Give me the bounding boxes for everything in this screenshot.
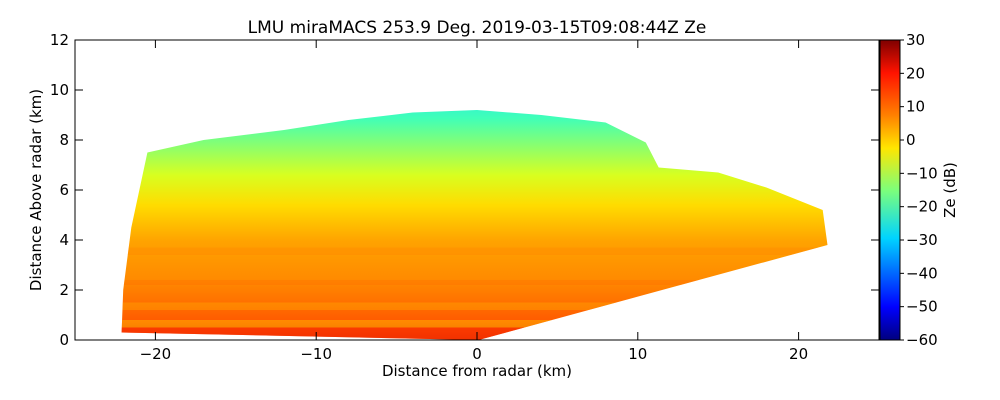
y-tick-label: 6 (59, 181, 69, 199)
y-axis: 0 2 4 6 8 10 12 (50, 31, 879, 349)
y-tick-label: 0 (59, 331, 69, 349)
x-tick-label: −10 (300, 345, 332, 363)
chart-title: LMU miraMACS 253.9 Deg. 2019-03-15T09:08… (248, 18, 707, 38)
x-tick-label: 20 (789, 345, 808, 363)
x-tick-label: 0 (472, 345, 482, 363)
colorbar-tick-label: 30 (906, 31, 925, 49)
colorbar-tick-label: −10 (906, 164, 938, 182)
echo-band (121, 302, 828, 310)
y-tick-label: 4 (59, 231, 69, 249)
y-tick-label: 12 (50, 31, 69, 49)
y-tick-label: 2 (59, 281, 69, 299)
colorbar-label: Ze (dB) (941, 162, 959, 218)
colorbar-ticks: 30 20 10 0 −10 −20 −30 −40 −50 −60 (900, 31, 938, 349)
colorbar-tick-label: 20 (906, 64, 925, 82)
colorbar-tick-label: −40 (906, 264, 938, 282)
colorbar-tick-label: −60 (906, 331, 938, 349)
colorbar (879, 39, 901, 341)
x-tick-label: 10 (628, 345, 647, 363)
x-axis-label: Distance from radar (km) (382, 362, 572, 380)
x-axis: −20 −10 0 10 20 (140, 40, 808, 363)
echo-band (121, 320, 828, 328)
y-axis-label: Distance Above radar (km) (27, 89, 45, 291)
colorbar-tick-label: −30 (906, 231, 938, 249)
x-tick-label: −20 (140, 345, 172, 363)
y-tick-label: 10 (50, 81, 69, 99)
y-tick-label: 8 (59, 131, 69, 149)
colorbar-tick-label: 10 (906, 98, 925, 116)
colorbar-tick-label: 0 (906, 131, 916, 149)
echo-band (121, 280, 828, 285)
colorbar-tick-label: −50 (906, 298, 938, 316)
colorbar-tick-label: −20 (906, 198, 938, 216)
echo-band (121, 247, 828, 255)
